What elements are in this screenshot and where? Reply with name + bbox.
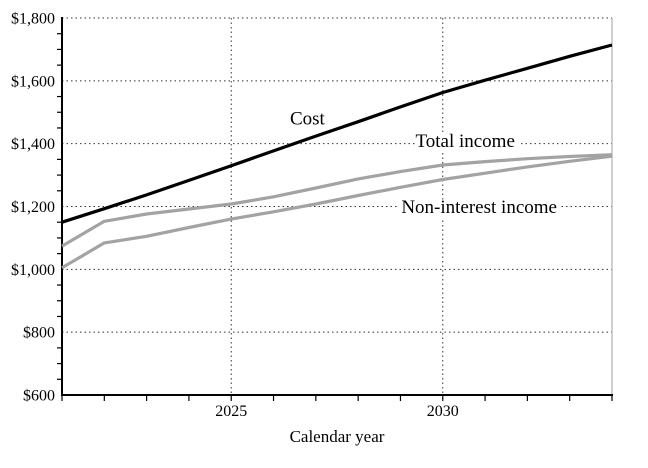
series-label-non-interest-income: Non-interest income	[401, 197, 557, 218]
x-tick-label: 2030	[427, 403, 459, 420]
y-tick-label: $800	[23, 325, 55, 342]
x-axis-title: Calendar year	[290, 427, 385, 446]
series-line-total-income	[61, 153, 613, 248]
series-layer	[61, 43, 613, 270]
y-tick-label: $600	[23, 388, 55, 405]
y-tick-label: $1,600	[11, 73, 55, 90]
y-tick-label: $1,000	[11, 262, 55, 279]
axis-layer	[57, 17, 613, 401]
series-line-non-interest-income	[61, 154, 613, 270]
y-tick-label: $1,200	[11, 199, 55, 216]
series-line-cost	[61, 43, 613, 224]
y-tick-label: $1,800	[11, 11, 55, 28]
label-layer: $600 $800 $1,000 $1,200 $1,400 $1,600 $1,800 20…	[11, 11, 561, 421]
series-label-cost: Cost	[290, 108, 326, 129]
series-label-total-income: Total income	[415, 131, 514, 152]
x-tick-label: 2025	[215, 403, 247, 420]
grid-layer	[62, 17, 612, 395]
y-tick-label: $1,400	[11, 136, 55, 153]
